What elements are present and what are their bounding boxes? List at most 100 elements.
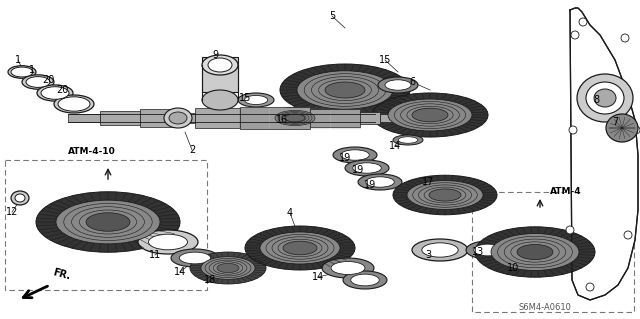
Ellipse shape <box>283 241 317 255</box>
Ellipse shape <box>11 67 33 77</box>
Bar <box>380 114 395 122</box>
Ellipse shape <box>148 234 188 250</box>
Circle shape <box>571 31 579 39</box>
Bar <box>240 107 310 129</box>
Ellipse shape <box>201 257 255 279</box>
Bar <box>68 114 100 122</box>
Ellipse shape <box>340 150 369 160</box>
Bar <box>310 109 360 127</box>
Text: S6M4-A0610: S6M4-A0610 <box>518 303 572 313</box>
Text: 8: 8 <box>593 95 599 105</box>
Ellipse shape <box>372 93 488 137</box>
Circle shape <box>632 126 640 134</box>
Ellipse shape <box>26 77 50 87</box>
Ellipse shape <box>179 252 211 264</box>
Ellipse shape <box>325 82 365 98</box>
Ellipse shape <box>412 108 448 122</box>
Text: 1: 1 <box>29 65 35 75</box>
Text: 6: 6 <box>409 77 415 87</box>
Ellipse shape <box>54 95 94 113</box>
Ellipse shape <box>86 213 130 231</box>
Text: 2: 2 <box>189 145 195 155</box>
Ellipse shape <box>586 82 624 114</box>
Ellipse shape <box>202 90 238 110</box>
Text: 4: 4 <box>287 208 293 218</box>
Ellipse shape <box>8 66 36 78</box>
Text: 16: 16 <box>276 115 288 125</box>
Text: 5: 5 <box>329 11 335 21</box>
Ellipse shape <box>378 77 418 93</box>
Text: 1: 1 <box>15 55 21 65</box>
Ellipse shape <box>169 112 187 124</box>
Ellipse shape <box>208 58 232 72</box>
Text: 20: 20 <box>56 85 68 95</box>
Ellipse shape <box>429 189 461 201</box>
Ellipse shape <box>322 258 374 278</box>
Circle shape <box>579 18 587 26</box>
Bar <box>175 113 195 123</box>
Ellipse shape <box>466 241 510 259</box>
Ellipse shape <box>407 181 483 210</box>
Ellipse shape <box>238 93 274 107</box>
Ellipse shape <box>202 55 238 75</box>
Ellipse shape <box>11 191 29 205</box>
Ellipse shape <box>388 99 472 131</box>
Ellipse shape <box>517 244 553 260</box>
Ellipse shape <box>58 97 90 111</box>
Ellipse shape <box>171 249 219 267</box>
Ellipse shape <box>398 137 418 143</box>
Ellipse shape <box>475 227 595 277</box>
Ellipse shape <box>358 174 402 190</box>
Text: 14: 14 <box>174 267 186 277</box>
Text: 11: 11 <box>149 250 161 260</box>
Text: FR.: FR. <box>52 268 72 282</box>
Bar <box>140 109 175 127</box>
Ellipse shape <box>297 71 393 109</box>
Text: 18: 18 <box>204 275 216 285</box>
Text: 19: 19 <box>352 165 364 175</box>
Ellipse shape <box>393 135 423 145</box>
Ellipse shape <box>285 114 305 122</box>
Ellipse shape <box>345 160 389 176</box>
Circle shape <box>566 226 574 234</box>
Text: 19: 19 <box>364 180 376 190</box>
Text: ATM-4: ATM-4 <box>550 188 582 197</box>
Ellipse shape <box>267 108 323 129</box>
Ellipse shape <box>275 110 315 126</box>
Ellipse shape <box>606 114 638 142</box>
Circle shape <box>624 231 632 239</box>
Ellipse shape <box>594 89 616 107</box>
Ellipse shape <box>331 262 365 275</box>
Text: 19: 19 <box>339 153 351 163</box>
Ellipse shape <box>393 175 497 215</box>
Text: 7: 7 <box>612 117 618 127</box>
Text: 10: 10 <box>507 263 519 273</box>
Ellipse shape <box>260 232 340 264</box>
Text: 14: 14 <box>312 272 324 282</box>
Text: 17: 17 <box>422 177 434 187</box>
Ellipse shape <box>190 252 266 284</box>
Text: 14: 14 <box>389 141 401 151</box>
Text: 15: 15 <box>379 55 391 65</box>
Ellipse shape <box>353 163 381 173</box>
Ellipse shape <box>351 274 380 286</box>
Circle shape <box>621 34 629 42</box>
Ellipse shape <box>474 244 502 256</box>
Ellipse shape <box>138 230 198 254</box>
Text: ATM-4-10: ATM-4-10 <box>68 147 116 157</box>
Polygon shape <box>570 8 638 300</box>
Ellipse shape <box>385 80 411 90</box>
Circle shape <box>586 283 594 291</box>
Ellipse shape <box>244 95 268 105</box>
Bar <box>360 112 380 124</box>
Text: 20: 20 <box>42 75 54 85</box>
Ellipse shape <box>343 271 387 289</box>
Ellipse shape <box>41 87 69 99</box>
Ellipse shape <box>36 192 180 252</box>
Text: 13: 13 <box>472 247 484 257</box>
Text: 9: 9 <box>212 50 218 60</box>
Ellipse shape <box>37 85 73 101</box>
Text: 12: 12 <box>6 207 18 217</box>
Ellipse shape <box>56 200 160 244</box>
Ellipse shape <box>245 226 355 270</box>
